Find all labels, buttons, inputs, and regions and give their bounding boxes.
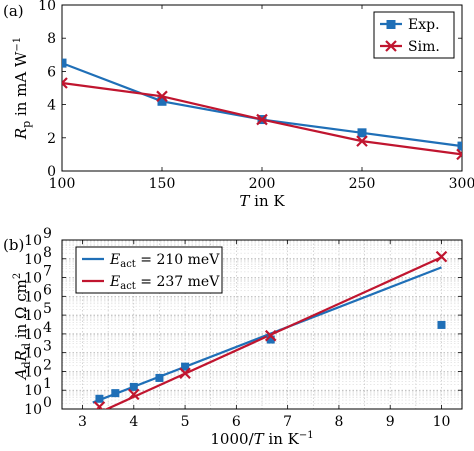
a-point-exp (62, 58, 67, 68)
a-point-sim (356, 135, 368, 147)
b-point-exp (437, 320, 446, 329)
b-ytick-exponent: 2 (43, 357, 52, 373)
a-point-exp (157, 96, 167, 106)
a-xtick-label: 200 (249, 176, 276, 192)
b-ytick-label: 10 (24, 402, 42, 418)
legend-fit237-label: Eact = 237 meV (109, 274, 220, 292)
b-ytick-label: 10 (24, 327, 42, 343)
a-ytick-label: 6 (47, 64, 56, 80)
panel-a-xlabel: T in K (239, 192, 285, 210)
b-fit-210-line (92, 266, 442, 404)
a-ytick-label: 0 (47, 164, 56, 180)
legend-exp-label: Exp. (408, 17, 440, 33)
b-ytick-label: 10 (24, 252, 42, 268)
legend-exp-marker (386, 20, 396, 29)
b-point-exp (95, 394, 104, 403)
b-point-sim (93, 401, 106, 409)
b-point-sim (179, 367, 191, 380)
b-ytick-exponent: 6 (43, 282, 52, 298)
a-xtick-label: 150 (149, 176, 176, 192)
a-point-exp (357, 128, 367, 138)
a-ytick-label: 8 (47, 31, 56, 47)
panel-a-ylabel: Rp in mA W−1 (12, 37, 33, 140)
a-point-exp (457, 141, 462, 151)
legend-sim-marker (385, 40, 397, 52)
a-point-sim (156, 90, 168, 103)
b-ytick-exponent: 8 (43, 245, 52, 261)
a-point-sim (456, 148, 462, 161)
panel-a-label: (a) (3, 2, 24, 20)
a-point-sim (62, 77, 68, 89)
panel-b-legend: Eact = 210 meV Eact = 237 meV (75, 246, 223, 294)
panel-b-frame (61, 239, 463, 410)
b-ytick-exponent: 9 (43, 226, 52, 242)
b-point-sim (435, 250, 448, 263)
b-ytick-label: 10 (24, 233, 42, 249)
b-ytick-label: 10 (24, 364, 42, 380)
a-ytick-label: 2 (47, 131, 56, 147)
b-ytick-label: 10 (24, 346, 42, 362)
b-xtick-label: 4 (129, 414, 138, 430)
b-ytick-label: 10 (24, 289, 42, 305)
b-xtick-label: 3 (78, 414, 87, 430)
b-ytick-label: 10 (24, 308, 42, 324)
b-point-exp (129, 382, 138, 391)
a-ytick-label: 4 (47, 98, 56, 114)
b-ytick-exponent: 4 (43, 320, 52, 336)
b-point-sim (128, 388, 140, 401)
b-ytick-exponent: 1 (43, 376, 52, 392)
b-xtick-label: 8 (334, 414, 343, 430)
a-series-line-exp (62, 62, 462, 148)
b-xtick-label: 10 (433, 414, 451, 430)
panel-b-label: (b) (3, 236, 24, 254)
b-xtick-label: 9 (386, 414, 395, 430)
panel-b-ylabel: AdRd in Ω cm2 (12, 273, 33, 381)
a-xtick-label: 250 (349, 176, 376, 192)
legend-fit210-label: Eact = 210 meV (109, 252, 220, 270)
b-ytick-exponent: 3 (43, 339, 52, 355)
b-point-exp (266, 335, 275, 344)
b-ytick-label: 10 (24, 271, 42, 287)
b-xtick-label: 6 (232, 414, 241, 430)
panel-a-plot: 100 150 200 250 300 0 2 4 6 8 10 (38, 0, 474, 192)
a-point-sim (256, 113, 268, 126)
legend-sim-label: Sim. (408, 39, 440, 55)
a-xtick-label: 100 (49, 176, 76, 192)
b-ytick-exponent: 7 (43, 264, 52, 280)
panel-b-legend-box (75, 246, 223, 294)
a-xtick-label: 300 (449, 176, 474, 192)
a-ytick-label: 10 (38, 0, 56, 14)
b-point-exp (181, 362, 190, 371)
b-ytick-label: 10 (24, 383, 42, 399)
b-point-exp (155, 373, 164, 382)
b-point-exp (111, 389, 120, 398)
panel-a-legend: Exp. Sim. (373, 11, 455, 59)
b-point-sim (264, 329, 277, 342)
b-xtick-label: 5 (181, 414, 190, 430)
b-ytick-exponent: 0 (43, 395, 52, 411)
panel-b-xlabel: 1000/T in K−1 (210, 430, 313, 448)
b-xtick-label: 7 (283, 414, 292, 430)
b-ytick-exponent: 5 (43, 301, 52, 317)
